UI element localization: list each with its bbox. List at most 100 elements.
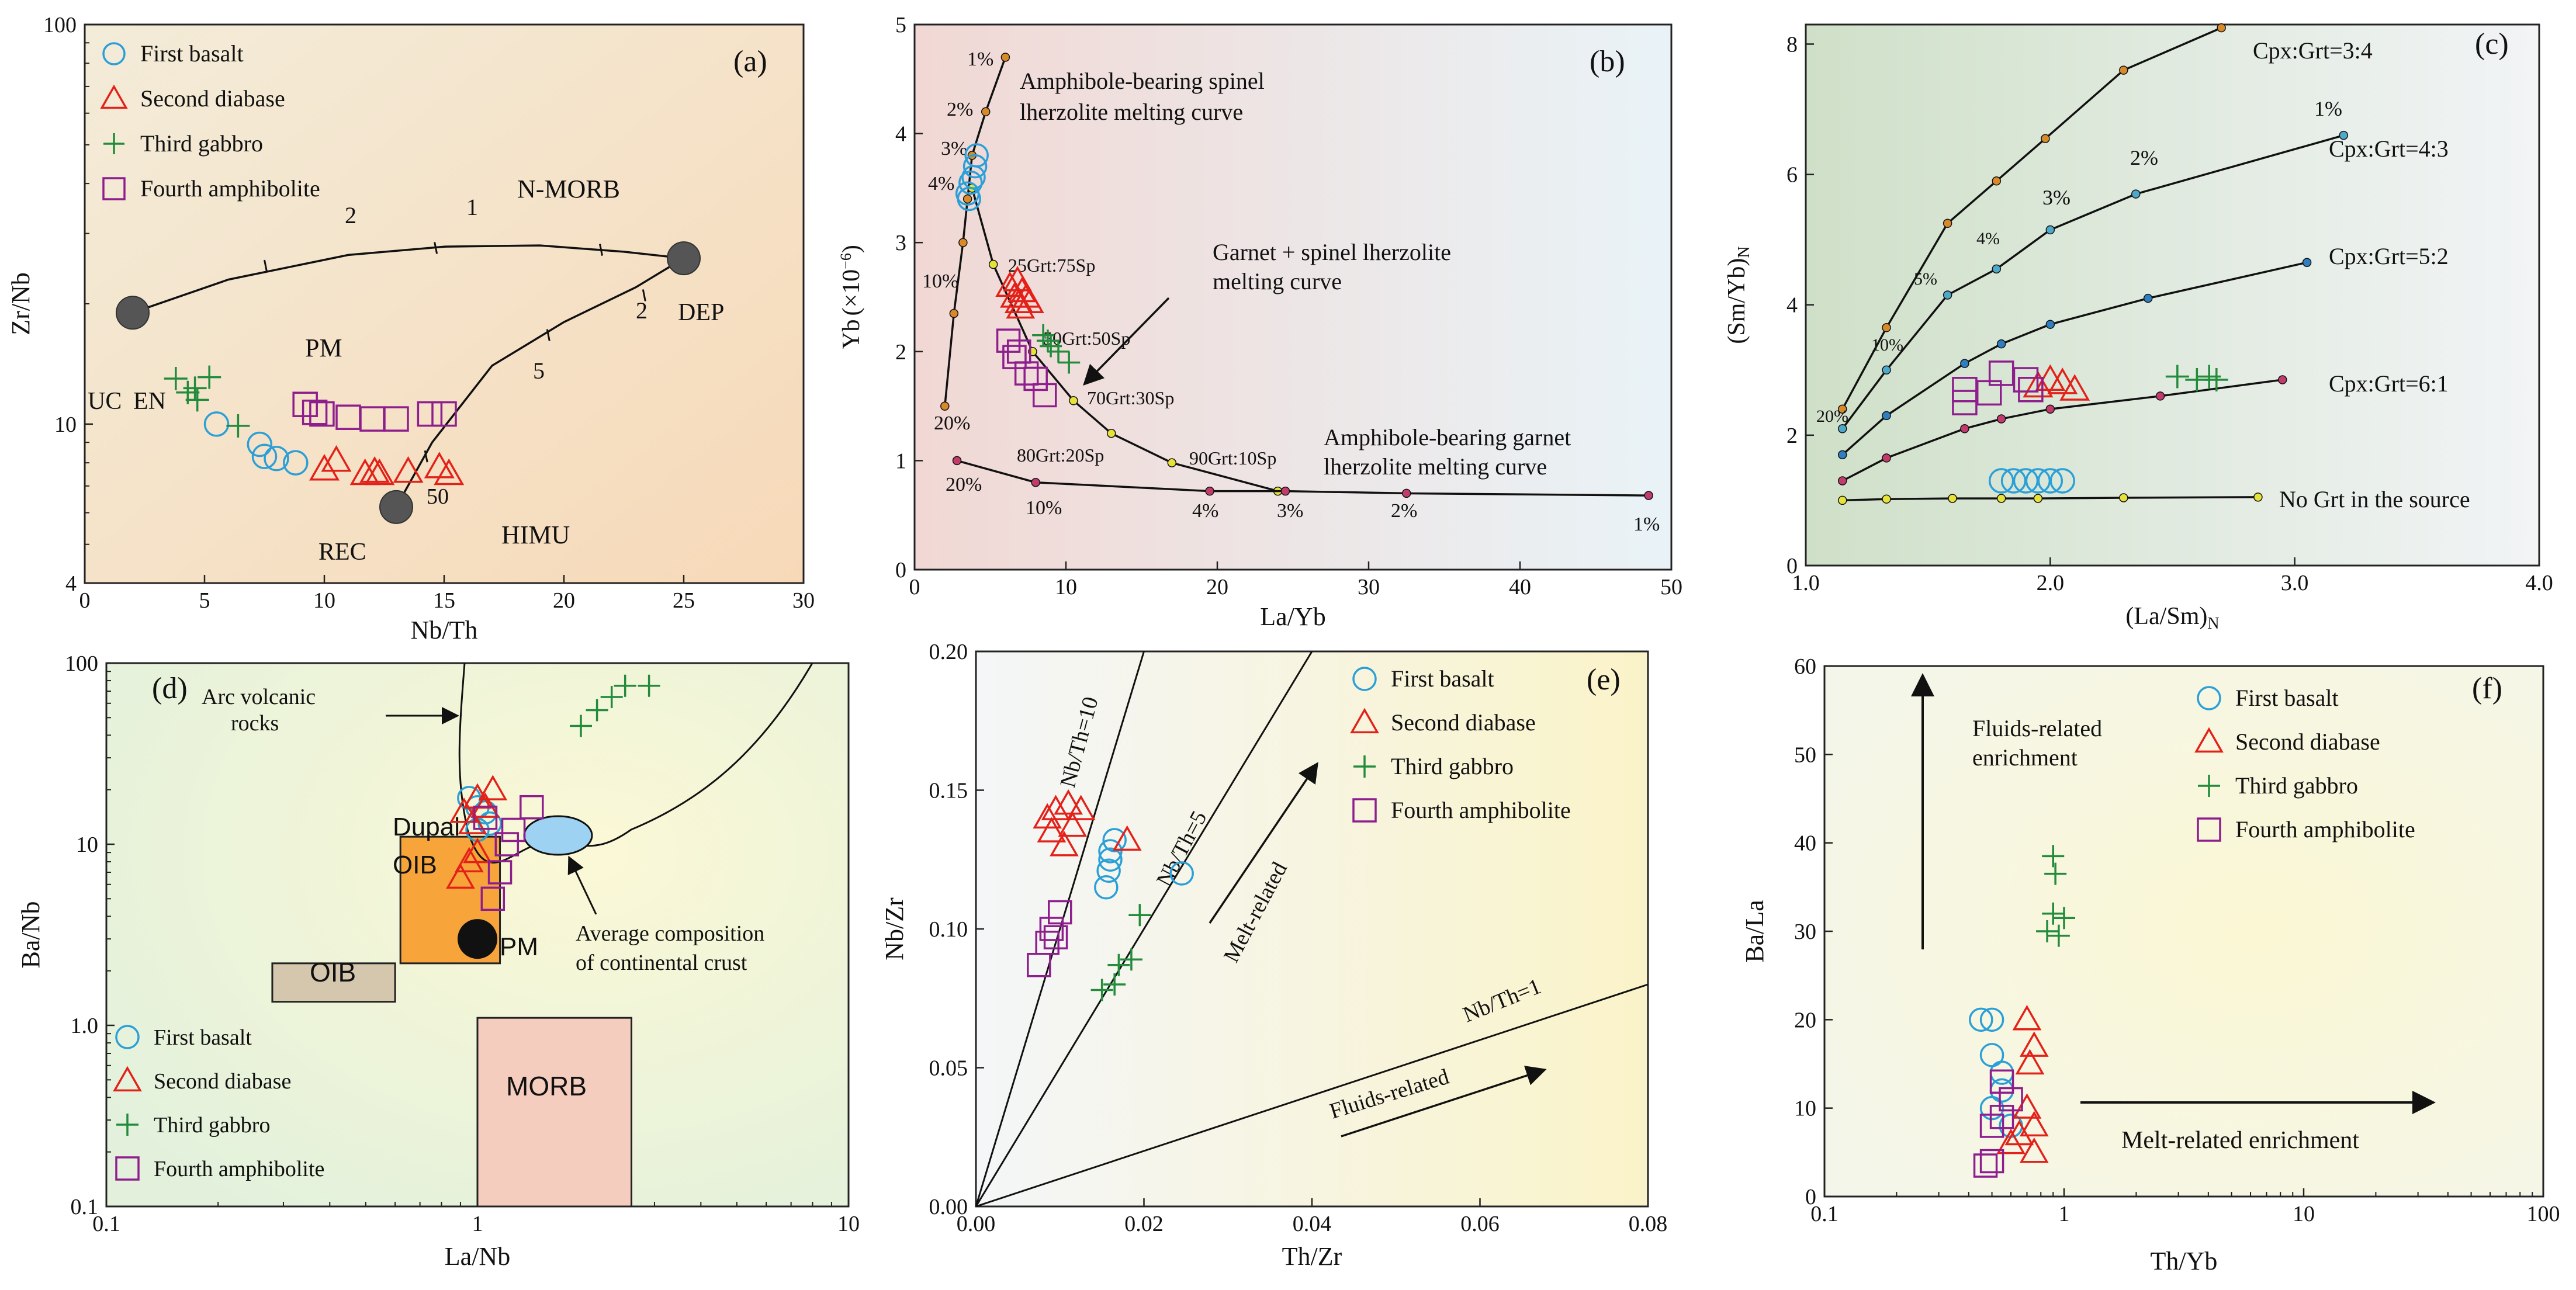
data-point — [520, 795, 544, 820]
data-point — [449, 797, 479, 823]
legend-label: Second diabase — [140, 85, 285, 112]
curve-node — [1280, 486, 1290, 496]
x-tick-label: 1 — [2059, 1202, 2070, 1226]
legend-label: Fourth amphibolite — [140, 175, 320, 202]
annotation: Amphibole-bearing spinel — [1020, 68, 1265, 94]
data-point — [1036, 330, 1059, 352]
data-point — [2012, 1093, 2042, 1119]
y-axis-title: Ba/La — [1740, 900, 1769, 963]
x-tick-label: 50 — [1660, 575, 1682, 599]
legend-marker — [113, 1066, 142, 1092]
field-label: OIB — [393, 851, 437, 879]
x-axis-title: (La/Sm)N — [2125, 603, 2219, 633]
panel-label: (c) — [2475, 27, 2509, 61]
data-point — [1050, 831, 1079, 856]
y-tick-label: 4 — [1786, 293, 1798, 318]
data-point — [2059, 374, 2090, 401]
legend-marker — [103, 133, 124, 154]
curve-node — [949, 308, 959, 318]
data-point — [1039, 917, 1064, 941]
y-tick-label: 2 — [1786, 424, 1798, 448]
y-tick-label: 10 — [54, 412, 77, 437]
endmember-dep — [667, 241, 701, 276]
series-second-diabase — [2023, 364, 2090, 401]
data-point — [2165, 365, 2189, 389]
curve-node — [1882, 453, 1891, 463]
continental-crust-marker — [523, 815, 593, 856]
legend-label: Third gabbro — [2235, 772, 2358, 799]
data-point — [1107, 953, 1130, 976]
data-point — [1999, 1087, 2023, 1112]
annotation: 2% — [2130, 146, 2158, 169]
data-point — [283, 450, 309, 476]
data-point — [1988, 468, 2014, 494]
data-point — [1006, 293, 1036, 319]
data-point — [359, 456, 390, 483]
legend-marker — [115, 1156, 140, 1181]
y-tick-label: 0 — [1786, 554, 1798, 578]
reference-line — [975, 651, 1145, 1207]
y-tick-label: 20 — [1794, 1008, 1816, 1032]
curve-tick — [264, 259, 268, 272]
annotation: Melt-related enrichment — [2121, 1127, 2359, 1154]
legend-label: Third gabbro — [154, 1113, 270, 1138]
annotation: Amphibole-bearing garnet — [1324, 424, 1571, 450]
panel-e: 0.00 0.02 0.04 0.06 0.08 0.00 0.05 0.10 0.15 0.20… — [880, 640, 1667, 1271]
data-point — [638, 674, 660, 697]
x-axis-title: La/Nb — [445, 1242, 510, 1271]
annotation: Garnet + spinel lherzolite — [1213, 239, 1451, 265]
data-point — [1103, 973, 1126, 996]
curve-node — [1882, 494, 1891, 504]
y-tick-label: 0.05 — [929, 1056, 968, 1081]
legend-label: Third gabbro — [140, 130, 263, 157]
plot-area — [84, 23, 805, 584]
x-tick-label: 10 — [837, 1212, 860, 1236]
pointer-arrow — [1083, 297, 1170, 386]
y-tick-label: 0 — [1805, 1185, 1816, 1209]
y-tick-label: 50 — [1794, 743, 1816, 767]
data-point — [185, 388, 209, 412]
curve-node — [1069, 396, 1078, 405]
annotation: 20% — [934, 412, 970, 434]
series-second-diabase — [309, 445, 465, 486]
legend-marker — [1353, 755, 1376, 778]
annotation: Average composition — [576, 921, 764, 946]
curve-node — [1838, 450, 1847, 460]
y-tick-label: 0.00 — [929, 1195, 968, 1219]
x-tick-label: 0.00 — [957, 1212, 996, 1236]
x-tick-label: 1 — [472, 1212, 483, 1236]
curve-node — [2045, 404, 2055, 414]
data-point — [501, 817, 526, 842]
x-tick-label: 10 — [1055, 575, 1077, 599]
series-third-gabbro — [1090, 904, 1151, 1001]
data-point — [292, 391, 318, 417]
annotation: Fluids-related — [1972, 715, 2102, 741]
x-tick-label: 0 — [79, 588, 91, 613]
y-tick-label: 0.10 — [929, 917, 968, 942]
data-point — [2037, 468, 2063, 494]
data-point — [1058, 811, 1088, 837]
x-tick-label: 3.0 — [2281, 571, 2309, 595]
curve-tick — [546, 329, 550, 341]
annotation: 2% — [1391, 500, 1417, 522]
annotation: PM — [500, 932, 538, 961]
curve-node — [1943, 290, 1952, 300]
y-tick-label: 1.0 — [71, 1014, 99, 1038]
legend: First basalt Second diabase Third gabbro Fo… — [1350, 665, 1571, 823]
data-point — [2015, 1049, 2045, 1075]
annotation: Cpx:Grt=6:1 — [2329, 370, 2449, 397]
pm-marker — [458, 919, 497, 959]
data-point — [393, 456, 424, 483]
curve-node — [1882, 365, 1891, 375]
legend-marker — [2194, 727, 2224, 753]
data-point — [600, 686, 623, 708]
data-point — [1989, 1069, 2014, 1094]
data-point — [1979, 1007, 2004, 1032]
curve-node — [2119, 493, 2128, 502]
data-point — [1006, 339, 1031, 364]
data-point — [995, 271, 1025, 297]
curve-node — [1992, 264, 2002, 274]
y-tick-label: 4 — [65, 571, 77, 596]
data-point — [226, 414, 250, 438]
data-point — [264, 446, 289, 471]
